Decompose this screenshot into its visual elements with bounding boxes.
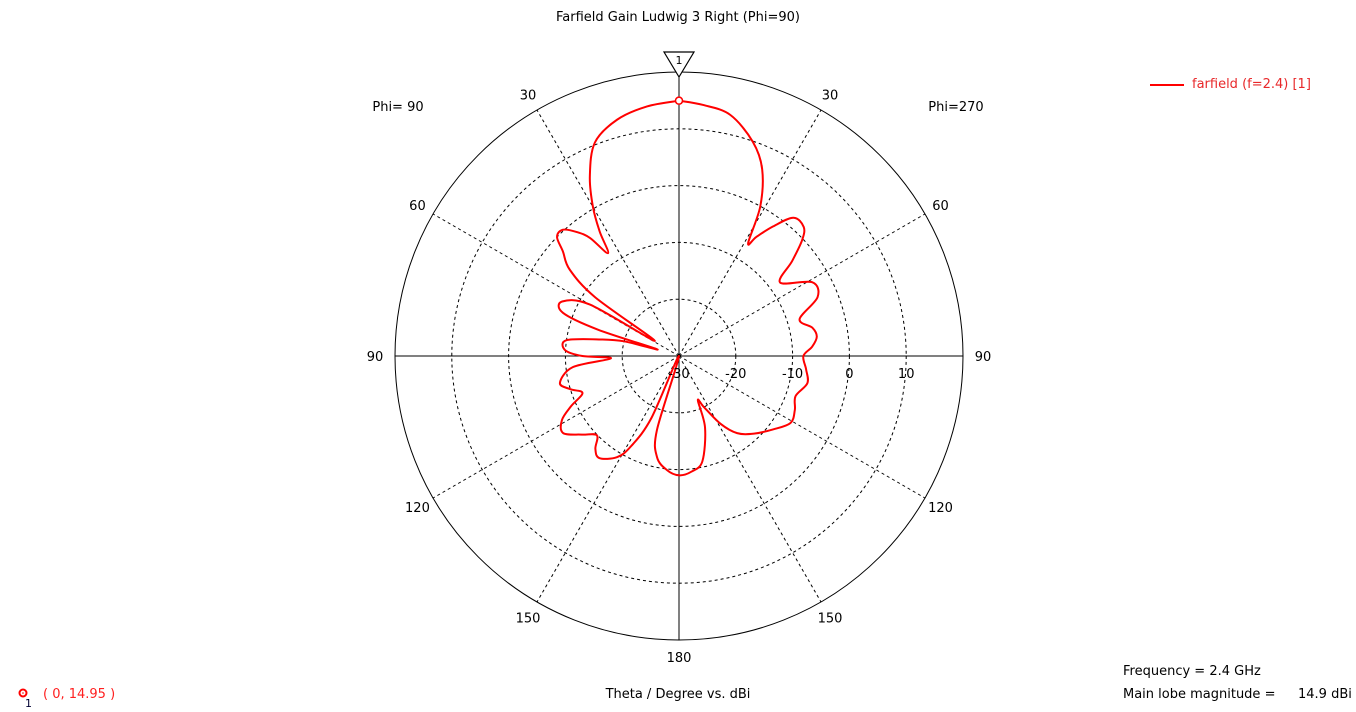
legend-entry-label: farfield (f=2.4) [1] [1192, 77, 1311, 92]
axis-label: Theta / Degree vs. dBi [605, 687, 751, 702]
angle-tick-label: 60 [932, 199, 949, 214]
grid-spoke [678, 109, 822, 357]
marker-circle-icon [18, 688, 28, 698]
grid-spoke [536, 109, 680, 357]
frequency-info: Frequency = 2.4 GHz [1123, 664, 1261, 679]
r-tick-label: 0 [845, 367, 853, 382]
angle-tick-label: 90 [367, 350, 384, 365]
legend-line-swatch [1150, 83, 1184, 86]
marker-point [674, 96, 684, 105]
marker-triangle-label: 1 [676, 54, 683, 67]
angle-tick-label: 150 [818, 612, 843, 627]
grid-spoke [678, 213, 926, 357]
angle-tick-label: 120 [928, 501, 953, 516]
marker-triangle-icon [662, 51, 696, 79]
chart-title: Farfield Gain Ludwig 3 Right (Phi=90) [556, 10, 800, 25]
angle-tick-label: 180 [667, 651, 692, 666]
pattern-curve [556, 99, 820, 477]
angle-tick-label: 120 [405, 501, 430, 516]
angle-tick-label: 150 [516, 612, 541, 627]
r-tick-label: -30 [668, 367, 689, 382]
grid-spoke [536, 355, 680, 603]
angle-tick-label: 90 [975, 350, 992, 365]
legend[interactable]: farfield (f=2.4) [1] [1150, 77, 1311, 92]
tick-labels: -30 -20 -10 0 10 30 30 60 60 90 90 120 120 150 150 180 P… [367, 88, 992, 666]
angle-tick-label: 30 [520, 88, 537, 103]
main-lobe-label: Main lobe magnitude = [1123, 687, 1276, 702]
r-tick-label: -20 [725, 367, 746, 382]
angle-tick-label: 30 [822, 88, 839, 103]
r-tick-label: -10 [782, 367, 803, 382]
grid-spoke [432, 213, 680, 357]
pattern-curves [556, 99, 820, 477]
angle-tick-label: 60 [409, 199, 426, 214]
phi-side-label: Phi= 90 [372, 100, 423, 115]
marker-id: 1 [25, 697, 32, 710]
markers: 1 [662, 51, 696, 105]
grid-spoke [432, 355, 680, 499]
grid-spoke [678, 355, 822, 603]
phi-side-label: Phi=270 [928, 100, 983, 115]
grid-spoke [678, 355, 926, 499]
marker-readout: ( 0, 14.95 ) [43, 687, 116, 702]
main-lobe-value: 14.9 dBi [1298, 687, 1352, 702]
r-tick-label: 10 [898, 367, 915, 382]
